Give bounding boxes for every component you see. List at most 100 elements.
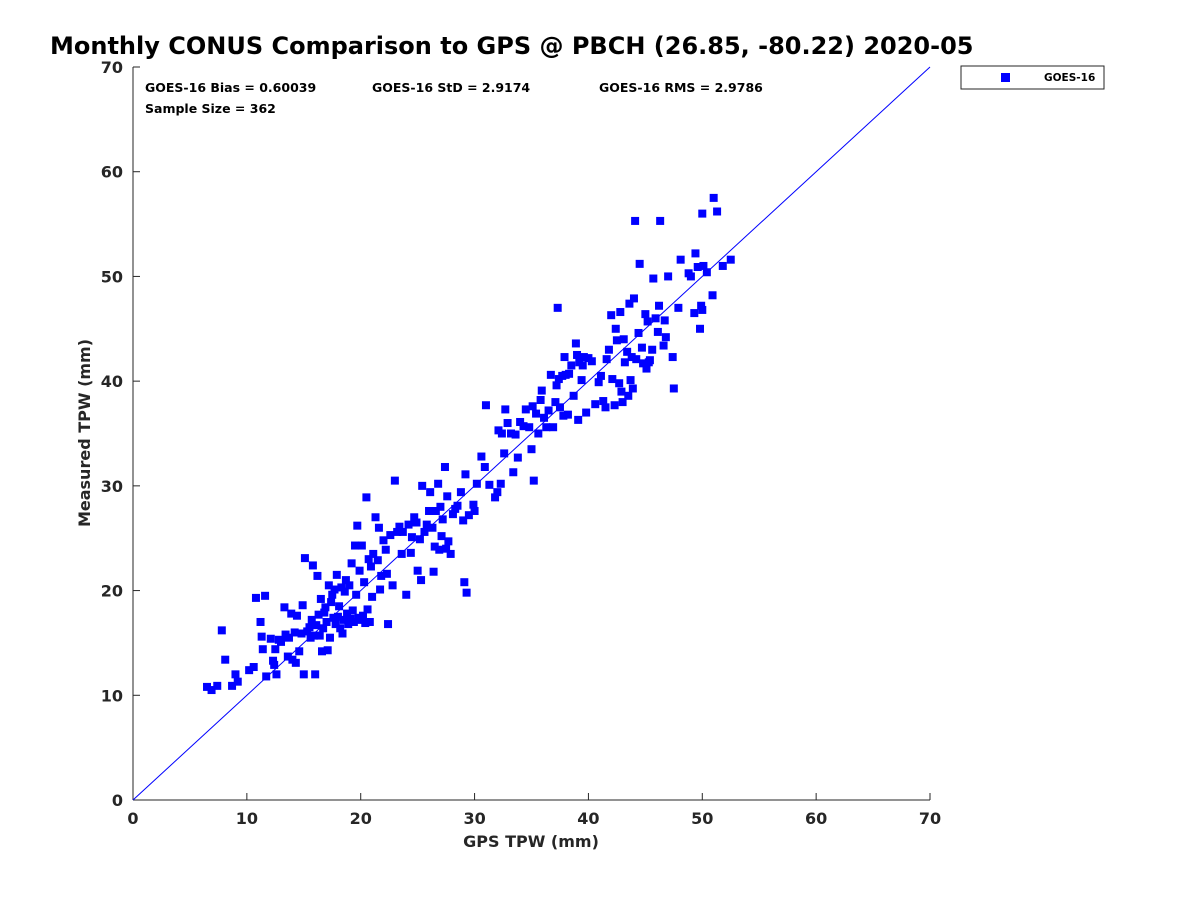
data-point — [648, 345, 657, 354]
data-point — [551, 398, 560, 407]
data-point — [381, 545, 390, 554]
data-point — [270, 660, 279, 669]
data-point — [314, 610, 323, 619]
data-point — [262, 672, 271, 681]
data-point — [611, 324, 620, 333]
data-point — [435, 545, 444, 554]
data-point — [425, 506, 434, 515]
data-point — [386, 531, 395, 540]
data-point — [587, 357, 596, 366]
data-point — [417, 576, 426, 585]
data-point — [493, 488, 502, 497]
data-point — [509, 468, 518, 477]
data-point — [363, 605, 372, 614]
data-point — [355, 566, 364, 575]
stat-rms: GOES-16 RMS = 2.9786 — [599, 80, 763, 95]
data-point — [641, 310, 650, 319]
data-point — [330, 585, 339, 594]
data-point — [337, 583, 346, 592]
data-point — [395, 522, 404, 531]
data-point — [726, 255, 735, 264]
data-point — [429, 567, 438, 576]
data-point — [323, 646, 332, 655]
data-point — [634, 328, 643, 337]
data-point — [443, 492, 452, 501]
data-point — [272, 670, 281, 679]
data-point — [324, 581, 333, 590]
data-point — [461, 470, 470, 479]
data-point — [480, 463, 489, 472]
data-point — [397, 549, 406, 558]
data-point — [321, 603, 330, 612]
data-point — [594, 378, 603, 387]
data-point — [368, 592, 377, 601]
x-tick-label: 70 — [919, 809, 941, 828]
data-point — [313, 571, 322, 580]
data-point — [207, 686, 216, 695]
data-point — [284, 633, 293, 642]
data-point — [266, 634, 275, 643]
data-point — [507, 429, 516, 438]
data-point — [291, 658, 300, 667]
data-point — [542, 423, 551, 432]
data-point — [555, 403, 564, 412]
data-point — [287, 609, 296, 618]
data-point — [699, 261, 708, 270]
y-tick-label: 10 — [101, 686, 123, 705]
chart-title: Monthly CONUS Comparison to GPS @ PBCH (… — [50, 32, 973, 60]
data-point — [384, 620, 393, 629]
data-point — [659, 341, 668, 350]
data-point — [328, 590, 337, 599]
data-point — [713, 207, 722, 216]
data-point — [537, 386, 546, 395]
data-point — [661, 333, 670, 342]
data-point — [637, 343, 646, 352]
data-point — [656, 216, 665, 225]
data-point — [501, 405, 510, 414]
data-point — [430, 542, 439, 551]
data-point — [544, 406, 553, 415]
stat-std: GOES-16 StD = 2.9174 — [372, 80, 530, 95]
data-point — [431, 506, 440, 515]
y-tick-label: 70 — [101, 58, 123, 77]
data-point — [540, 413, 549, 422]
data-point — [374, 523, 383, 532]
data-point — [345, 581, 354, 590]
data-point — [402, 590, 411, 599]
data-point — [333, 612, 342, 621]
data-point — [373, 556, 382, 565]
data-point — [320, 608, 329, 617]
data-point — [693, 263, 702, 272]
data-point — [549, 423, 558, 432]
data-point — [660, 316, 669, 325]
data-point — [348, 606, 357, 615]
data-point — [618, 398, 627, 407]
data-point — [407, 533, 416, 542]
data-point — [290, 628, 299, 637]
data-point — [649, 274, 658, 283]
data-point — [686, 272, 695, 281]
data-point — [690, 309, 699, 318]
data-point — [366, 562, 375, 571]
data-point — [607, 311, 616, 320]
x-tick-label: 50 — [691, 809, 713, 828]
data-point — [390, 476, 399, 485]
data-point — [413, 566, 422, 575]
data-point — [362, 493, 371, 502]
data-point — [629, 294, 638, 303]
data-point — [709, 193, 718, 202]
data-point — [341, 576, 350, 585]
data-point — [329, 613, 338, 622]
data-point — [635, 259, 644, 268]
stat-bias: GOES-16 Bias = 0.60039 — [145, 80, 316, 95]
data-point — [245, 666, 254, 675]
data-point — [347, 559, 356, 568]
data-point — [582, 408, 591, 417]
data-point — [674, 303, 683, 312]
data-point — [553, 303, 562, 312]
data-point — [335, 602, 344, 611]
data-point — [221, 655, 230, 664]
data-point — [472, 479, 481, 488]
data-point — [312, 621, 321, 630]
